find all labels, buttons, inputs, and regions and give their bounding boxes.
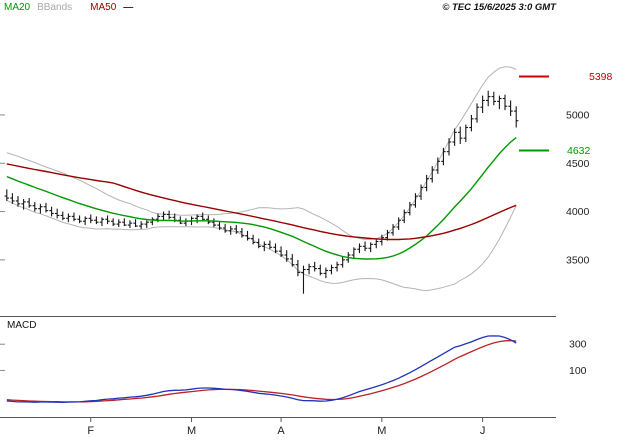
legend-bbands-label: BBands xyxy=(37,2,73,13)
month-label: F xyxy=(87,425,94,437)
ma50-line xyxy=(6,163,517,241)
month-label: M xyxy=(377,425,386,437)
bollinger-upper-line xyxy=(6,66,517,241)
legend: MA20 BBands MA50 — xyxy=(4,2,133,13)
price-axis-label: 3500 xyxy=(566,254,590,266)
macd-line xyxy=(6,335,517,404)
price-axis-label: 4500 xyxy=(566,158,590,170)
level-value-label: 4632 xyxy=(567,145,591,157)
macd-signal-line xyxy=(6,339,517,403)
month-label: M xyxy=(187,425,196,437)
month-label: A xyxy=(277,425,285,437)
price-axis-label: 5000 xyxy=(566,109,590,121)
ma50-line-sample-icon: — xyxy=(123,2,133,13)
legend-ma50-label: MA50 xyxy=(90,2,117,13)
macd-panel-label: MACD xyxy=(7,320,37,331)
macd-axis-label: 300 xyxy=(569,339,587,351)
copyright-text: © TEC 15/6/2025 3:0 GMT xyxy=(442,2,556,13)
price-axis-label: 4000 xyxy=(566,206,590,218)
legend-ma20-label: MA20 xyxy=(4,2,31,13)
level-value-label: 5398 xyxy=(589,71,613,83)
bollinger-lower-line xyxy=(6,200,517,292)
ma20-line xyxy=(6,137,517,260)
macd-axis-label: 100 xyxy=(569,365,587,377)
ohlc-bars xyxy=(4,90,519,294)
month-label: J xyxy=(480,425,486,437)
